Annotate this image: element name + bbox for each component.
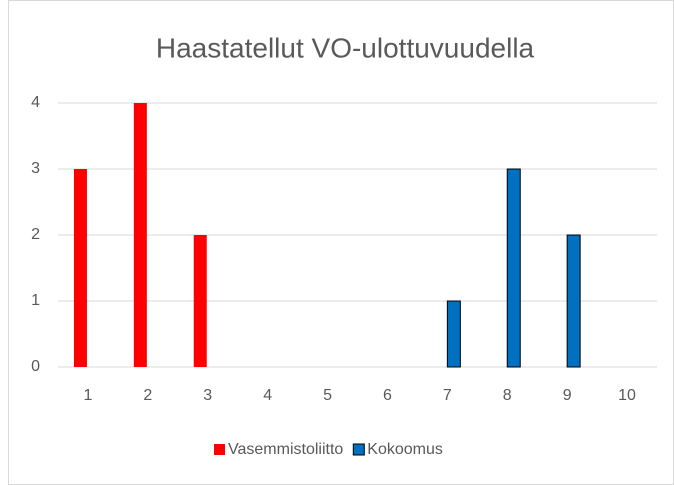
bar	[506, 168, 521, 368]
y-tick-label: 1	[31, 292, 40, 309]
x-tick-label: 1	[83, 387, 92, 404]
legend-swatch	[214, 444, 225, 455]
x-tick-label: 4	[263, 387, 272, 404]
legend-label: Vasemmistoliitto	[228, 441, 343, 458]
x-tick-label: 7	[443, 387, 452, 404]
y-tick-label: 4	[31, 94, 40, 111]
x-tick-label: 3	[203, 387, 212, 404]
x-tick-label: 6	[383, 387, 392, 404]
chart-border	[8, 0, 674, 485]
legend-label: Kokoomus	[367, 441, 443, 458]
x-tick-label: 9	[563, 387, 572, 404]
x-tick-label: 2	[143, 387, 152, 404]
bar	[193, 235, 207, 367]
x-tick-label: 5	[323, 387, 332, 404]
bar	[73, 169, 87, 367]
y-tick-label: 3	[31, 160, 40, 177]
chart-title: Haastatellut VO-ulottuvuudella	[156, 32, 535, 63]
x-tick-label: 8	[503, 387, 512, 404]
x-tick-label: 10	[618, 387, 636, 404]
y-tick-label: 2	[31, 226, 40, 243]
bar	[566, 234, 581, 368]
bar	[133, 103, 147, 367]
bar	[446, 300, 461, 368]
y-tick-label: 0	[31, 358, 40, 375]
legend-swatch	[352, 443, 365, 456]
